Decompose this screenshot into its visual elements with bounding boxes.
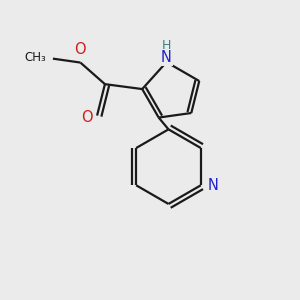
Text: CH₃: CH₃	[24, 51, 46, 64]
Text: N: N	[161, 50, 172, 65]
Text: O: O	[81, 110, 93, 125]
Text: H: H	[162, 39, 171, 52]
Text: N: N	[207, 178, 218, 193]
Text: O: O	[75, 42, 86, 57]
